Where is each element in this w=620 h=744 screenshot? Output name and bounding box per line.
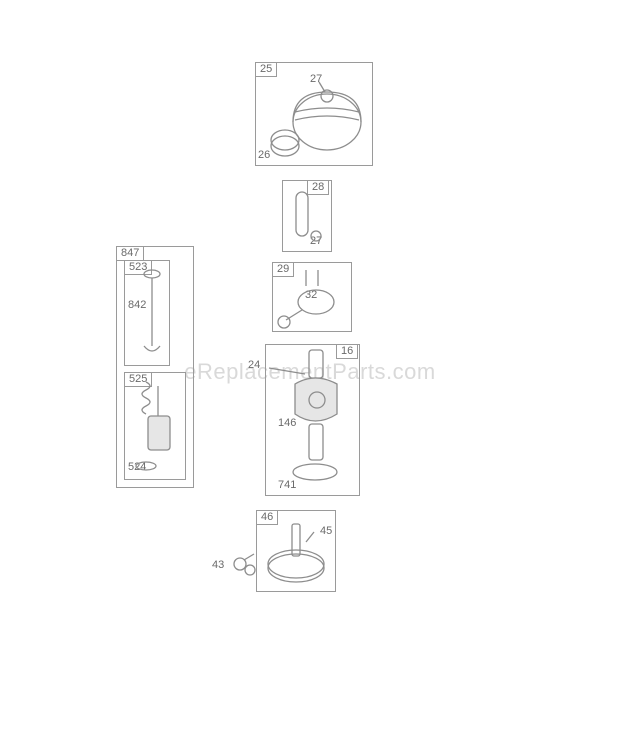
sketch-crank — [265, 344, 360, 496]
sketch-pin — [282, 180, 332, 252]
sketch-piston — [255, 62, 373, 166]
sketch-camgear — [220, 506, 340, 596]
box-id-847: 847 — [116, 246, 144, 261]
sketch-conrod — [272, 262, 352, 332]
callout-24: 24 — [248, 360, 260, 371]
diagram-canvas: eReplacementParts.com 25 27 26 28 27 29 … — [0, 0, 620, 744]
sketch-valve-top — [124, 260, 170, 366]
sketch-valve-bottom — [124, 372, 186, 480]
